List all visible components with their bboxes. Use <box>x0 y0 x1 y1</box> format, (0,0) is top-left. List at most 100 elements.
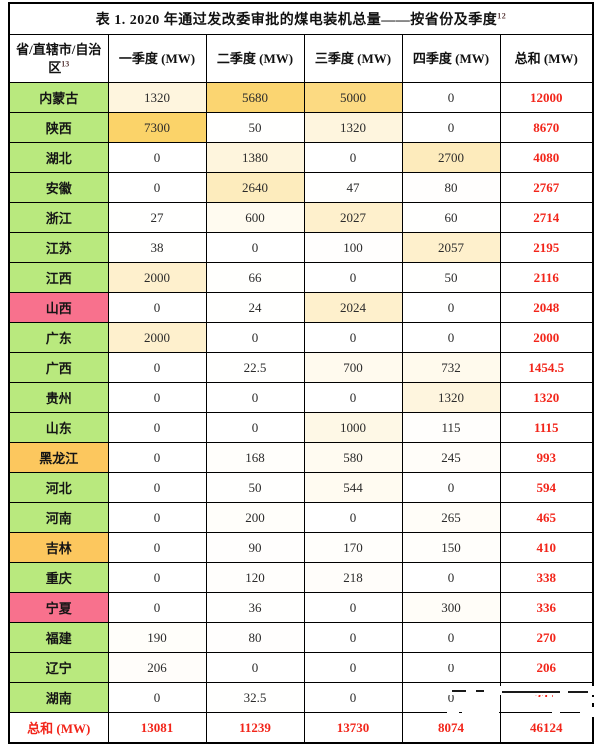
quarter-value: 0 <box>303 382 403 413</box>
quarter-value: 0 <box>205 652 305 683</box>
table-row: 安徽 0 2640 47 80 2767 <box>8 172 594 203</box>
title-row: 表 1. 2020 年通过发改委审批的煤电装机总量——按省份及季度12 <box>8 2 594 35</box>
quarter-value: 700 <box>303 352 403 383</box>
quarter-value: 200 <box>205 502 305 533</box>
header-q3: 三季度 (MW) <box>303 34 403 83</box>
quarter-value: 0 <box>401 292 501 323</box>
quarter-value: 0 <box>303 262 403 293</box>
quarter-value: 0 <box>107 682 207 713</box>
quarter-value: 600 <box>205 202 305 233</box>
quarter-value: 245 <box>401 442 501 473</box>
province-label: 浙江 <box>8 202 109 233</box>
quarter-value: 2024 <box>303 292 403 323</box>
row-total: 1320 <box>499 382 594 413</box>
header-q1: 一季度 (MW) <box>107 34 207 83</box>
quarter-value: 50 <box>401 262 501 293</box>
row-total: 338 <box>499 562 594 593</box>
quarter-value: 732 <box>401 352 501 383</box>
quarter-value: 544 <box>303 472 403 503</box>
table-row: 辽宁 206 0 0 0 206 <box>8 652 594 683</box>
quarter-value: 7300 <box>107 112 207 143</box>
totals-label: 总和 (MW) <box>8 712 109 744</box>
quarter-value: 2057 <box>401 232 501 263</box>
quarter-value: 0 <box>303 622 403 653</box>
table-row: 黑龙江 0 168 580 245 993 <box>8 442 594 473</box>
province-label: 山西 <box>8 292 109 323</box>
quarter-value: 80 <box>205 622 305 653</box>
quarter-value: 60 <box>401 202 501 233</box>
quarter-value: 0 <box>401 622 501 653</box>
row-total: 2714 <box>499 202 594 233</box>
quarter-value: 2000 <box>107 262 207 293</box>
quarter-value: 5680 <box>205 82 305 113</box>
quarter-value: 0 <box>107 412 207 443</box>
province-label: 河北 <box>8 472 109 503</box>
quarter-value: 218 <box>303 562 403 593</box>
table-row: 内蒙古 1320 5680 5000 0 12000 <box>8 82 594 113</box>
quarter-value: 0 <box>205 232 305 263</box>
header-total: 总和 (MW) <box>499 34 594 83</box>
row-total: 4080 <box>499 142 594 173</box>
watermark-overlay <box>452 690 466 692</box>
quarter-value: 0 <box>107 502 207 533</box>
province-label: 湖南 <box>8 682 109 713</box>
quarter-value: 0 <box>303 682 403 713</box>
quarter-value: 90 <box>205 532 305 563</box>
title-footnote: 12 <box>497 11 507 21</box>
quarter-value: 38 <box>107 232 207 263</box>
table-row: 浙江 27 600 2027 60 2714 <box>8 202 594 233</box>
quarter-value: 0 <box>107 142 207 173</box>
quarter-value: 0 <box>401 322 501 353</box>
province-label: 江苏 <box>8 232 109 263</box>
quarter-value: 580 <box>303 442 403 473</box>
quarter-value: 1000 <box>303 412 403 443</box>
watermark-overlay <box>568 691 588 693</box>
watermark-overlay <box>462 699 499 716</box>
quarter-value: 0 <box>107 292 207 323</box>
quarter-value: 0 <box>107 592 207 623</box>
quarter-value: 47 <box>303 172 403 203</box>
row-total: 206 <box>499 652 594 683</box>
quarter-value: 0 <box>107 562 207 593</box>
table-row: 河南 0 200 0 265 465 <box>8 502 594 533</box>
quarter-value: 265 <box>401 502 501 533</box>
province-label: 宁夏 <box>8 592 109 623</box>
header-q4: 四季度 (MW) <box>401 34 501 83</box>
table-row: 贵州 0 0 0 1320 1320 <box>8 382 594 413</box>
coal-approval-table: 表 1. 2020 年通过发改委审批的煤电装机总量——按省份及季度12 省/直辖… <box>8 2 594 744</box>
quarter-value: 0 <box>107 352 207 383</box>
header-province: 省/直辖市/自治区13 <box>8 34 109 83</box>
watermark-overlay <box>446 686 594 695</box>
province-label: 重庆 <box>8 562 109 593</box>
quarter-value: 168 <box>205 442 305 473</box>
row-total: 270 <box>499 622 594 653</box>
quarter-value: 0 <box>107 532 207 563</box>
quarter-value: 2027 <box>303 202 403 233</box>
row-total: 410 <box>499 532 594 563</box>
quarter-value: 80 <box>401 172 501 203</box>
quarter-value: 5000 <box>303 82 403 113</box>
province-label: 黑龙江 <box>8 442 109 473</box>
province-label: 陕西 <box>8 112 109 143</box>
province-label: 广东 <box>8 322 109 353</box>
quarter-value: 0 <box>107 442 207 473</box>
quarter-value: 0 <box>205 382 305 413</box>
quarter-value: 1320 <box>107 82 207 113</box>
quarter-value: 0 <box>401 652 501 683</box>
row-total: 1454.5 <box>499 352 594 383</box>
province-label: 江西 <box>8 262 109 293</box>
quarter-value: 50 <box>205 472 305 503</box>
table-row: 吉林 0 90 170 150 410 <box>8 532 594 563</box>
quarter-value: 27 <box>107 202 207 233</box>
quarter-value: 190 <box>107 622 207 653</box>
table-title-text: 表 1. 2020 年通过发改委审批的煤电装机总量——按省份及季度 <box>95 13 498 28</box>
table-row: 宁夏 0 36 0 300 336 <box>8 592 594 623</box>
quarter-value: 0 <box>401 112 501 143</box>
quarter-value: 0 <box>303 502 403 533</box>
table-row: 福建 190 80 0 0 270 <box>8 622 594 653</box>
quarter-value: 0 <box>401 562 501 593</box>
province-label: 吉林 <box>8 532 109 563</box>
row-total: 2195 <box>499 232 594 263</box>
quarter-value: 22.5 <box>205 352 305 383</box>
header-row: 省/直辖市/自治区13 一季度 (MW) 二季度 (MW) 三季度 (MW) 四… <box>8 34 594 83</box>
